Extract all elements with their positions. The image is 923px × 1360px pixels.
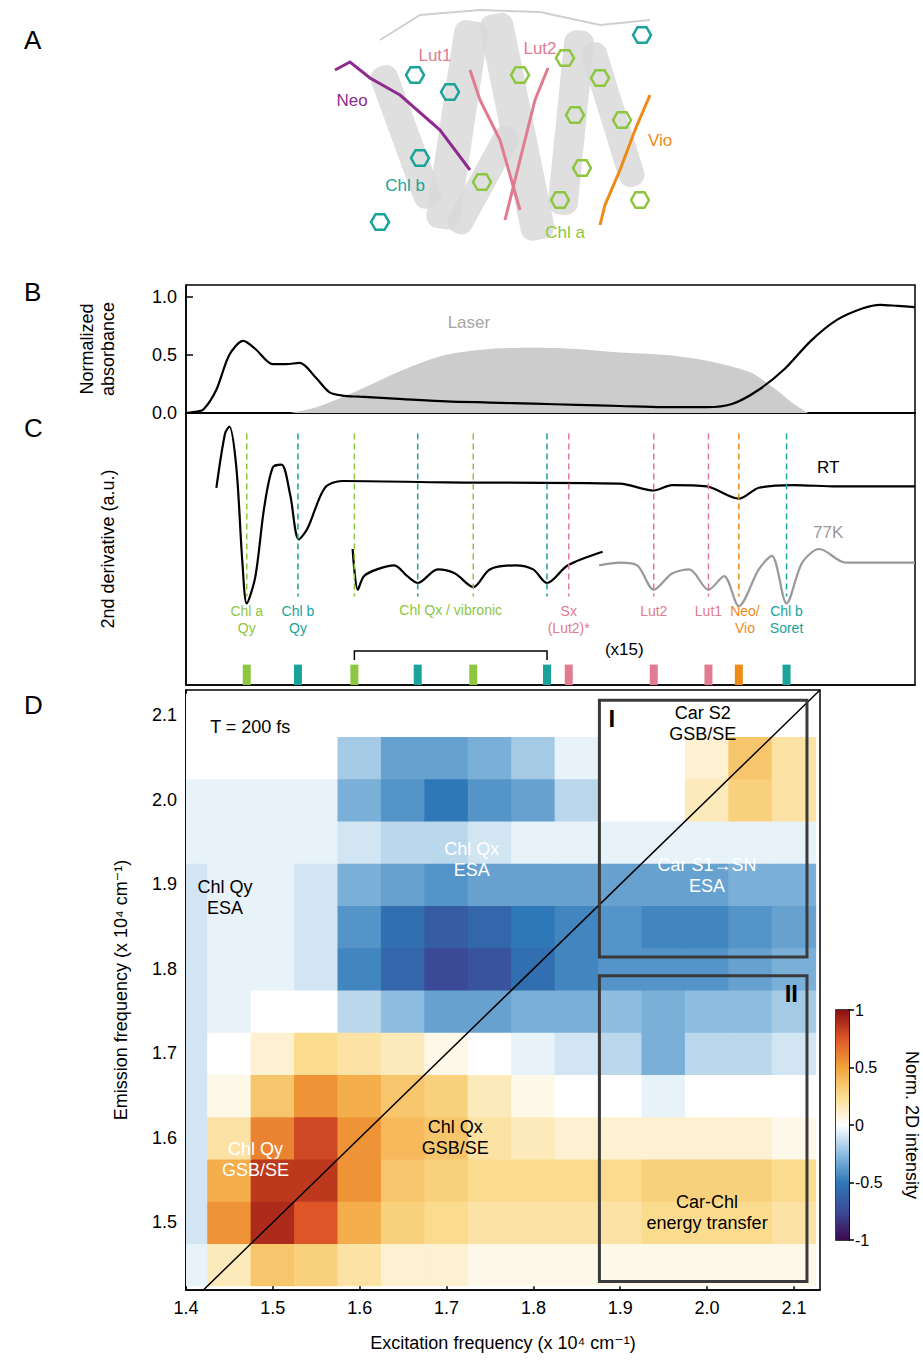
svg-text:1.9: 1.9 (152, 874, 177, 894)
svg-text:B: B (24, 277, 41, 307)
svg-text:0.5: 0.5 (855, 1059, 877, 1076)
svg-text:Lut1: Lut1 (418, 46, 451, 65)
svg-text:T = 200 fs: T = 200 fs (210, 717, 290, 737)
svg-text:Neo: Neo (336, 91, 367, 110)
svg-text:1.7: 1.7 (152, 1043, 177, 1063)
svg-text:2.1: 2.1 (781, 1298, 806, 1318)
svg-text:0: 0 (855, 1117, 864, 1134)
svg-text:-0.5: -0.5 (855, 1174, 883, 1191)
svg-text:1.8: 1.8 (521, 1298, 546, 1318)
svg-text:Qy: Qy (238, 620, 256, 636)
svg-text:RT: RT (817, 458, 839, 477)
svg-text:Chl a: Chl a (545, 223, 585, 242)
svg-text:D: D (24, 690, 43, 720)
svg-text:(x15): (x15) (605, 640, 644, 659)
svg-text:2nd derivative (a.u.): 2nd derivative (a.u.) (98, 469, 118, 628)
svg-text:1.5: 1.5 (260, 1298, 285, 1318)
svg-text:1.7: 1.7 (434, 1298, 459, 1318)
svg-text:-1: -1 (855, 1232, 869, 1249)
svg-text:II: II (785, 980, 798, 1007)
svg-text:1.9: 1.9 (608, 1298, 633, 1318)
svg-text:ESA: ESA (454, 860, 490, 880)
svg-text:2.0: 2.0 (152, 790, 177, 810)
svg-text:Excitation frequency (x 10⁴ cm: Excitation frequency (x 10⁴ cm⁻¹) (370, 1333, 635, 1353)
svg-text:2.1: 2.1 (152, 705, 177, 725)
svg-text:Soret: Soret (770, 620, 804, 636)
svg-text:absorbance: absorbance (98, 302, 118, 396)
svg-text:Chl Qy: Chl Qy (198, 877, 253, 897)
svg-text:Chl b: Chl b (770, 603, 803, 619)
svg-text:Chl Qx: Chl Qx (428, 1117, 483, 1137)
svg-text:Chl Qy: Chl Qy (228, 1139, 283, 1159)
svg-text:(Lut2)*: (Lut2)* (548, 620, 591, 636)
svg-text:Car-Chl: Car-Chl (676, 1192, 738, 1212)
svg-text:ESA: ESA (207, 898, 243, 918)
svg-text:Chl Qx: Chl Qx (444, 839, 499, 859)
svg-text:1.4: 1.4 (173, 1298, 198, 1318)
svg-text:Lut1: Lut1 (695, 603, 722, 619)
svg-text:0.0: 0.0 (152, 403, 177, 423)
svg-text:Normalized: Normalized (77, 303, 97, 394)
svg-text:Neo/: Neo/ (730, 603, 760, 619)
svg-text:Chl b: Chl b (385, 176, 425, 195)
svg-text:1.0: 1.0 (152, 287, 177, 307)
svg-text:Chl Qx / vibronic: Chl Qx / vibronic (399, 602, 502, 618)
svg-text:77K: 77K (813, 523, 844, 542)
svg-text:Sx: Sx (561, 603, 577, 619)
svg-text:0.5: 0.5 (152, 345, 177, 365)
svg-text:Qy: Qy (289, 620, 307, 636)
svg-text:1: 1 (855, 1002, 864, 1019)
svg-text:Chl a: Chl a (230, 603, 263, 619)
svg-text:1.5: 1.5 (152, 1212, 177, 1232)
svg-text:A: A (24, 25, 42, 55)
svg-text:Lut2: Lut2 (640, 603, 667, 619)
svg-text:ESA: ESA (689, 876, 725, 896)
svg-text:C: C (24, 413, 43, 443)
svg-text:Car S2: Car S2 (675, 703, 731, 723)
svg-text:Chl b: Chl b (282, 603, 315, 619)
svg-text:GSB/SE: GSB/SE (669, 724, 736, 744)
svg-text:2.0: 2.0 (695, 1298, 720, 1318)
svg-text:Laser: Laser (448, 313, 491, 332)
svg-text:1.6: 1.6 (347, 1298, 372, 1318)
svg-text:Lut2: Lut2 (523, 39, 556, 58)
svg-text:GSB/SE: GSB/SE (422, 1138, 489, 1158)
svg-text:GSB/SE: GSB/SE (222, 1160, 289, 1180)
svg-text:Norm. 2D intensity: Norm. 2D intensity (902, 1051, 922, 1199)
svg-text:1.8: 1.8 (152, 959, 177, 979)
svg-text:energy transfer: energy transfer (647, 1213, 768, 1233)
svg-text:Car S1→SN: Car S1→SN (658, 855, 757, 875)
svg-text:Vio: Vio (648, 131, 672, 150)
svg-text:Vio: Vio (735, 620, 755, 636)
svg-text:1.6: 1.6 (152, 1128, 177, 1148)
svg-text:Emission frequency (x 10⁴ cm⁻¹: Emission frequency (x 10⁴ cm⁻¹) (111, 860, 131, 1120)
svg-text:I: I (608, 705, 615, 732)
